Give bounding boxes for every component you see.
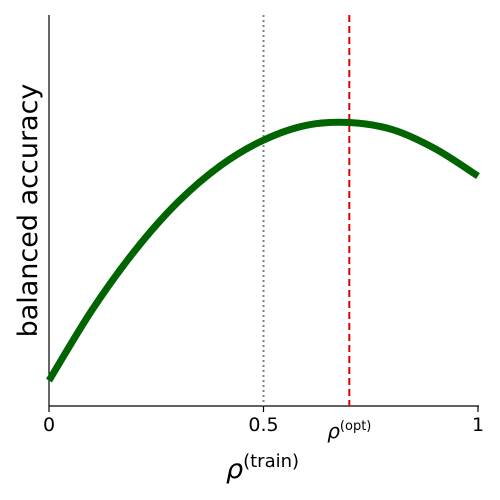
x-ticks: 0 0.5 1 [43,406,484,436]
x-axis-label-superscript: (train) [243,451,299,472]
x-axis-label-base: ρ [226,454,243,485]
rho-opt-label-superscript: (opt) [340,419,371,434]
series-group [46,118,480,383]
x-axis-label: ρ(train) [226,451,299,485]
x-tick-label-2: 1 [472,414,484,436]
series-line-0 [46,118,480,383]
x-tick-label-0: 0 [43,414,55,436]
reference-lines [262,15,351,406]
rho-opt-label-base: ρ [327,419,340,443]
y-axis-label: balanced accuracy [13,84,44,338]
x-tick-label-1: 0.5 [248,414,278,436]
rho-opt-label: ρ(opt) [327,419,371,443]
plot-area: 0 0.5 1 [43,15,484,436]
